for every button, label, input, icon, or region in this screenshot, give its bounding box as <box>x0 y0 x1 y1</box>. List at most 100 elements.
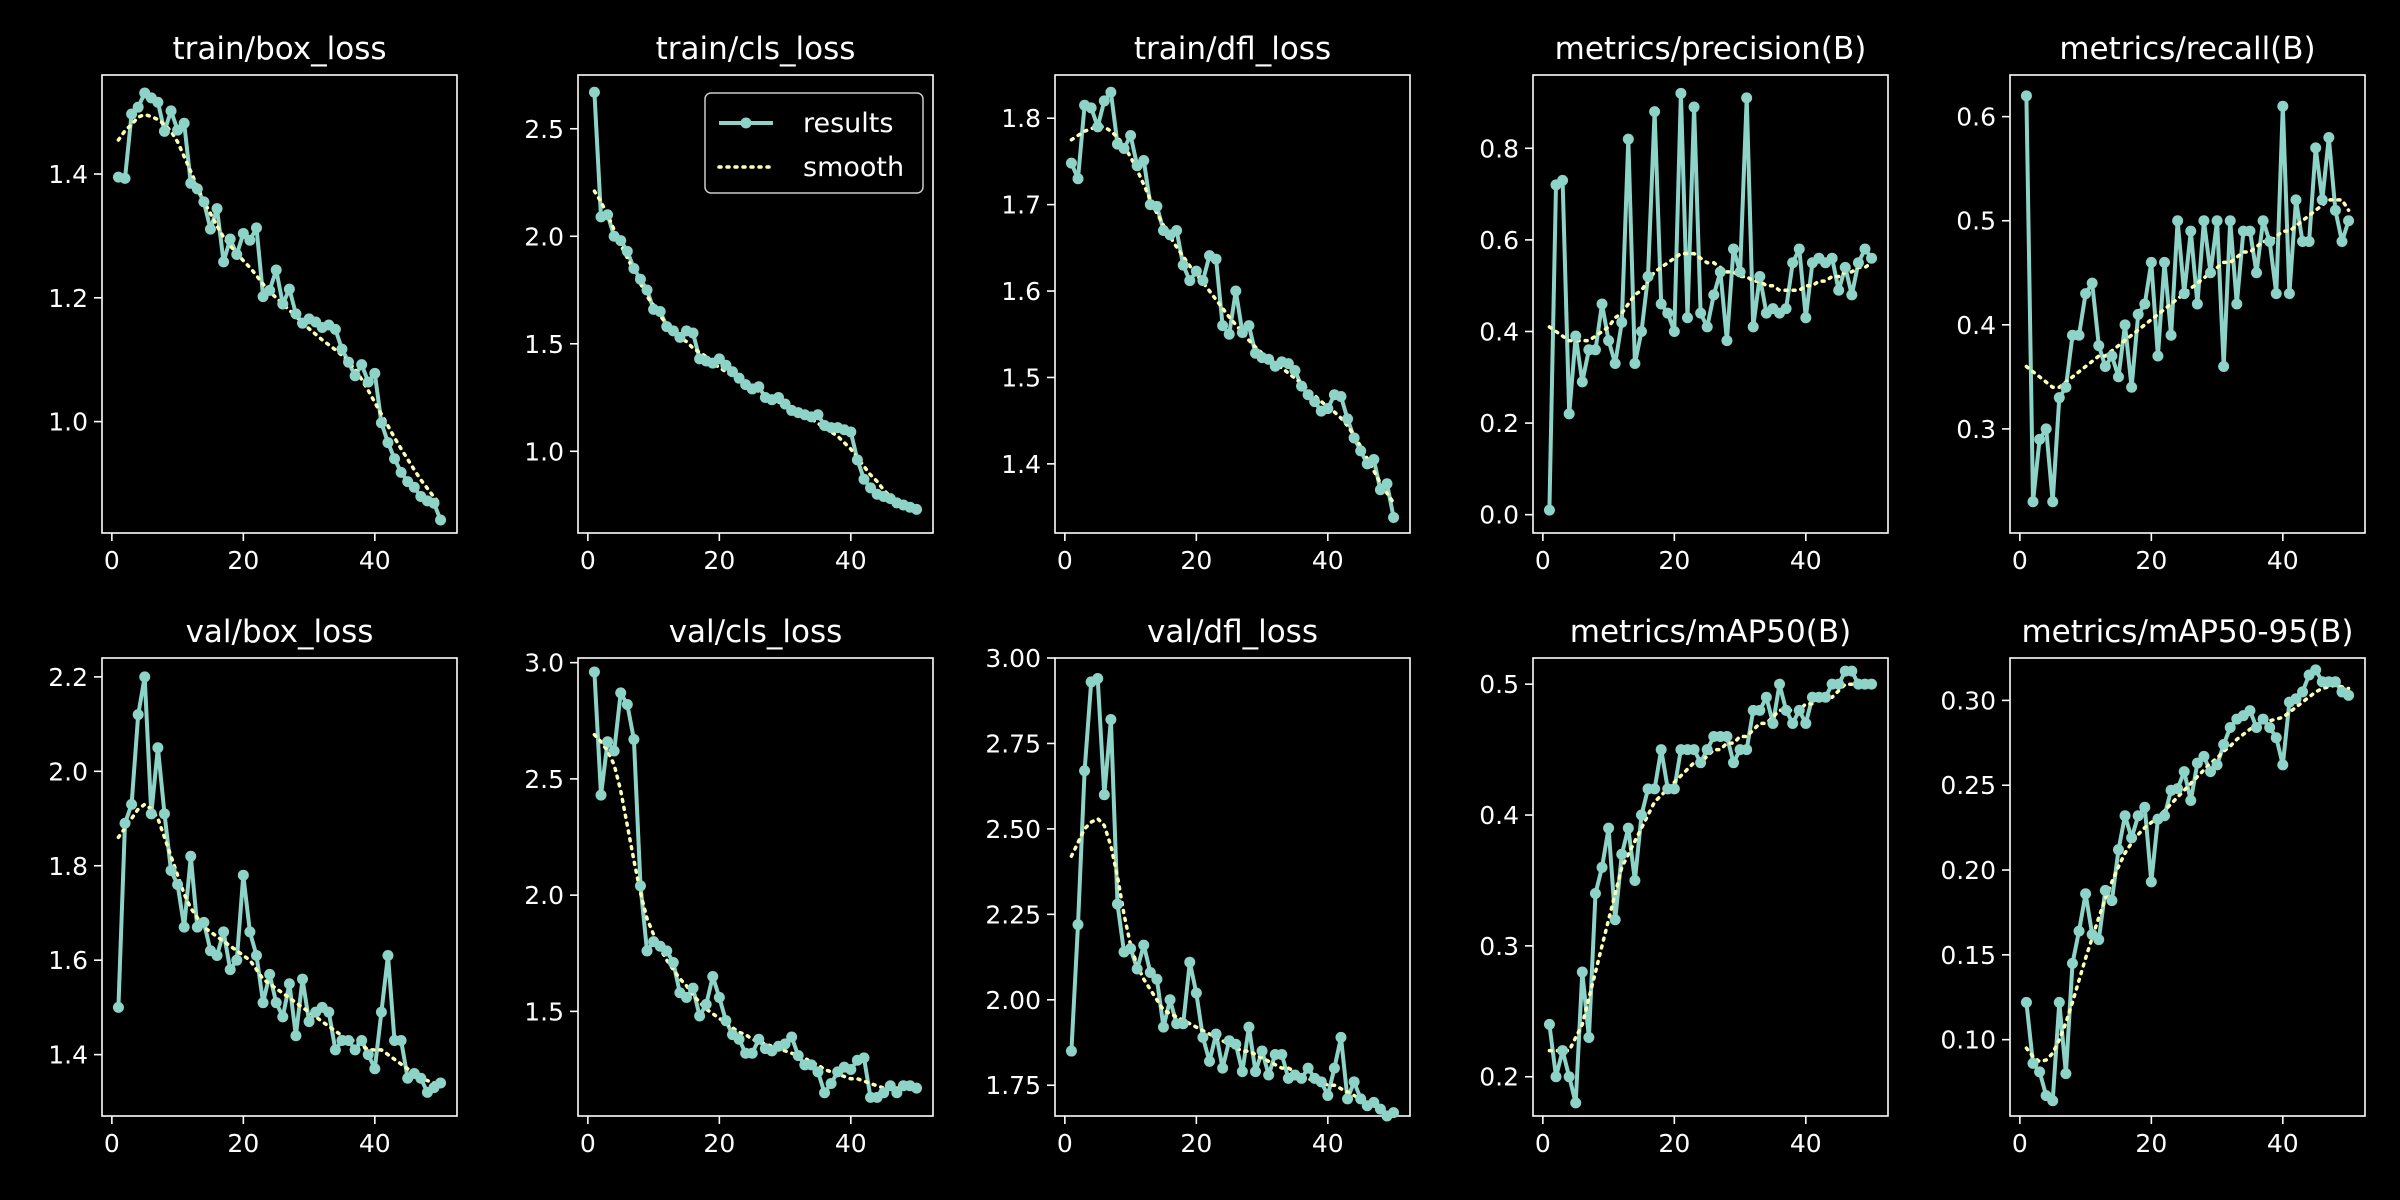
results-point <box>2145 876 2157 888</box>
results-line <box>2024 667 2350 1103</box>
results-point <box>2343 689 2355 701</box>
y-tick-label: 1.4 <box>48 160 88 189</box>
results-point <box>746 1047 758 1059</box>
results-point <box>2290 194 2302 206</box>
results-point <box>375 1006 387 1018</box>
results-point <box>1098 95 1110 107</box>
panel-train-cls-loss: train/cls_loss 0 20 40 1.0 1.5 2.0 2.5 results sm… <box>524 31 934 575</box>
results-point <box>2277 100 2289 112</box>
results-point <box>1754 271 1766 283</box>
results-point <box>1276 1048 1288 1060</box>
results-point <box>283 283 295 295</box>
y-tick-label: 0.3 <box>1479 932 1519 961</box>
results-point <box>343 1034 355 1046</box>
y-tick-label: 2.5 <box>524 115 564 144</box>
results-point <box>1302 389 1314 401</box>
results-point <box>878 1087 890 1099</box>
results-point <box>2047 496 2059 508</box>
results-point <box>1381 478 1393 490</box>
results-point <box>1852 257 1864 269</box>
y-tick-label: 0.8 <box>1479 134 1519 163</box>
results-point <box>185 850 197 862</box>
panel-title: metrics/mAP50-95(B) <box>2021 614 2353 650</box>
y-tick-label: 2.25 <box>985 900 1041 929</box>
results-point <box>231 248 243 260</box>
y-tick-label: 2.5 <box>524 765 564 794</box>
panel-title: val/cls_loss <box>669 614 843 650</box>
results-point <box>1833 678 1845 690</box>
results-point <box>2251 267 2263 279</box>
results-point <box>264 968 276 980</box>
results-point <box>1315 1076 1327 1088</box>
results-point <box>713 991 725 1003</box>
axes-frame <box>577 657 934 1117</box>
results-point <box>2112 371 2124 383</box>
results-point <box>389 453 401 465</box>
results-point <box>178 921 190 933</box>
results-point <box>1793 243 1805 255</box>
results-point <box>1342 1093 1354 1105</box>
axes-frame <box>101 74 458 534</box>
results-point <box>2270 288 2282 300</box>
results-point <box>132 709 144 721</box>
results-point <box>1787 717 1799 729</box>
results-point <box>2106 350 2118 362</box>
results-point <box>2158 810 2170 822</box>
results-point <box>1079 765 1091 777</box>
y-tick-label: 0.6 <box>1479 226 1519 255</box>
results-point <box>2165 329 2177 341</box>
results-point <box>667 957 679 969</box>
results-point <box>845 426 857 438</box>
panel-metrics-recall-b: metrics/recall(B) 0 20 40 0.3 0.4 0.5 0.6 <box>1956 31 2366 575</box>
results-point <box>1177 1018 1189 1030</box>
results-point <box>805 1059 817 1071</box>
results-point <box>621 245 633 257</box>
results-point <box>2119 810 2131 822</box>
panel-title: val/dfl_loss <box>1147 614 1318 650</box>
results-point <box>1164 994 1176 1006</box>
results-point <box>1157 1021 1169 1033</box>
results-point <box>237 227 249 239</box>
results-point <box>2178 766 2190 778</box>
results-point <box>634 273 646 285</box>
results-point <box>244 234 256 246</box>
results-point <box>2198 750 2210 762</box>
results-point <box>2020 90 2032 102</box>
y-tick-label: 0.4 <box>1956 311 1996 340</box>
x-tick-label: 40 <box>2267 546 2299 575</box>
x-tick-label: 20 <box>703 546 735 575</box>
results-point <box>369 367 381 379</box>
results-point <box>277 298 289 310</box>
x-tick-label: 40 <box>359 546 391 575</box>
results-point <box>2172 215 2184 227</box>
results-point <box>1374 1103 1386 1115</box>
results-point <box>1570 1097 1582 1109</box>
results-point <box>792 1050 804 1062</box>
results-point <box>819 1087 831 1099</box>
results-point <box>1355 1093 1367 1105</box>
results-point <box>2106 895 2118 907</box>
results-point <box>224 233 236 245</box>
results-point <box>694 1010 706 1022</box>
results-point <box>641 945 653 957</box>
results-point <box>2185 225 2197 237</box>
results-point <box>2264 236 2276 248</box>
results-point <box>1217 1062 1229 1074</box>
y-tick-label: 0.5 <box>1479 670 1519 699</box>
results-point <box>158 808 170 820</box>
results-point <box>700 998 712 1010</box>
results-point <box>2093 934 2105 946</box>
panel-metrics-map50-95-b: metrics/mAP50-95(B) 0 20 40 0.10 0.15 0.20 0.25… <box>1940 614 2366 1158</box>
y-tick-label: 0.0 <box>1479 501 1519 530</box>
axes-frame <box>1532 657 1889 1117</box>
x-tick-label: 0 <box>1057 1129 1073 1158</box>
results-point <box>1296 1072 1308 1084</box>
results-point <box>1105 86 1117 98</box>
results-point <box>375 417 387 429</box>
results-point <box>2224 722 2236 734</box>
results-point <box>2053 996 2065 1008</box>
results-point <box>753 1033 765 1045</box>
results-point <box>1289 365 1301 377</box>
results-point <box>152 742 164 754</box>
results-point <box>687 327 699 339</box>
